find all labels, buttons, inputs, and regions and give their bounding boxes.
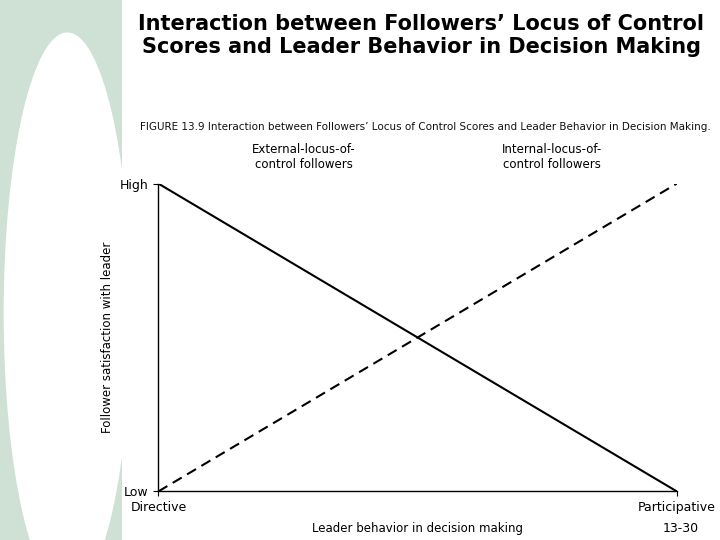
Text: Internal-locus-of-
control followers: Internal-locus-of- control followers (503, 143, 603, 171)
Text: FIGURE 13.9 Interaction between Followers’ Locus of Control Scores and Leader Be: FIGURE 13.9 Interaction between Follower… (140, 122, 711, 132)
Text: Interaction between Followers’ Locus of Control
Scores and Leader Behavior in De: Interaction between Followers’ Locus of … (138, 14, 704, 57)
Y-axis label: Follower satisfaction with leader: Follower satisfaction with leader (102, 242, 114, 433)
Text: 13-30: 13-30 (662, 522, 698, 535)
X-axis label: Leader behavior in decision making: Leader behavior in decision making (312, 523, 523, 536)
Text: External-locus-of-
control followers: External-locus-of- control followers (252, 143, 356, 171)
Circle shape (4, 32, 131, 540)
